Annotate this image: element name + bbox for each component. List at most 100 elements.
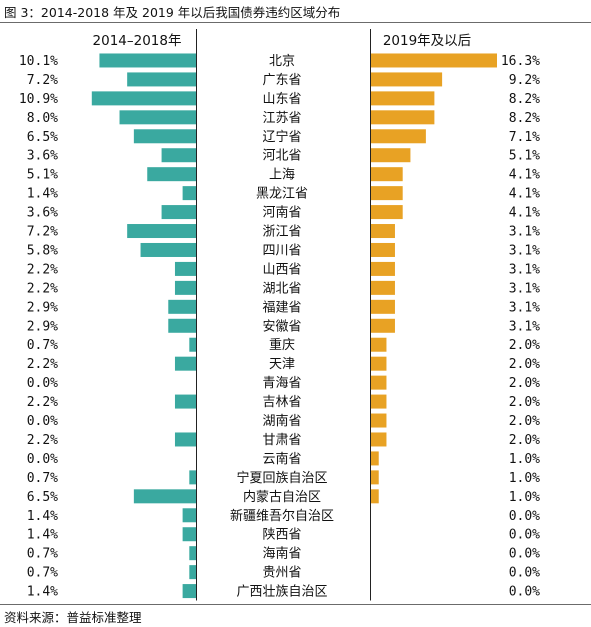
left-bar bbox=[189, 337, 196, 352]
right-bar bbox=[371, 470, 379, 485]
left-value-label: 6.5% bbox=[27, 130, 58, 145]
right-value-label: 1.0% bbox=[509, 490, 540, 505]
right-value-label: 8.2% bbox=[509, 111, 540, 126]
right-bar bbox=[371, 224, 395, 239]
right-value-label: 5.1% bbox=[509, 149, 540, 164]
right-bar bbox=[371, 148, 411, 163]
right-bar bbox=[371, 129, 426, 144]
category-label: 陕西省 bbox=[262, 528, 301, 543]
left-bar bbox=[119, 110, 196, 125]
left-value-label: 7.2% bbox=[27, 225, 58, 240]
right-bar bbox=[371, 53, 497, 68]
left-bar bbox=[161, 148, 196, 163]
left-value-label: 1.4% bbox=[27, 585, 58, 600]
right-value-label: 0.0% bbox=[509, 509, 540, 524]
right-value-label: 7.1% bbox=[509, 130, 540, 145]
category-label: 新疆维吾尔自治区 bbox=[230, 508, 334, 524]
left-value-label: 0.7% bbox=[27, 471, 58, 486]
left-bar bbox=[174, 280, 196, 295]
right-value-label: 4.1% bbox=[509, 206, 540, 221]
left-bar bbox=[182, 584, 196, 599]
right-value-label: 0.0% bbox=[509, 566, 540, 581]
right-bar bbox=[371, 167, 403, 182]
left-value-label: 0.7% bbox=[27, 566, 58, 581]
left-value-label: 1.4% bbox=[27, 187, 58, 202]
right-bar bbox=[371, 261, 395, 276]
right-value-label: 4.1% bbox=[509, 187, 540, 202]
right-value-label: 1.0% bbox=[509, 471, 540, 486]
right-bar bbox=[371, 451, 379, 466]
left-value-label: 10.1% bbox=[19, 54, 58, 69]
category-label: 河北省 bbox=[262, 149, 301, 164]
right-bar bbox=[371, 91, 435, 106]
left-bar bbox=[174, 394, 196, 409]
right-value-label: 3.1% bbox=[509, 281, 540, 296]
right-bar bbox=[371, 432, 387, 447]
right-value-label: 2.0% bbox=[509, 395, 540, 410]
left-value-label: 0.0% bbox=[27, 414, 58, 429]
right-value-label: 2.0% bbox=[509, 357, 540, 372]
right-value-label: 3.1% bbox=[509, 262, 540, 277]
right-value-label: 8.2% bbox=[509, 92, 540, 107]
right-value-label: 2.0% bbox=[509, 338, 540, 353]
figure-title: 图 3：2014-2018 年及 2019 年以后我国债券违约区域分布 bbox=[4, 5, 341, 20]
category-label: 河南省 bbox=[262, 205, 301, 221]
category-label: 重庆 bbox=[269, 337, 295, 353]
left-bar bbox=[174, 356, 196, 371]
right-bar bbox=[371, 375, 387, 390]
left-value-label: 2.2% bbox=[27, 262, 58, 277]
left-bar bbox=[127, 72, 196, 87]
left-bar bbox=[161, 205, 196, 220]
right-bar bbox=[371, 318, 395, 333]
right-value-label: 2.0% bbox=[509, 376, 540, 391]
left-value-label: 0.0% bbox=[27, 452, 58, 467]
left-value-label: 5.1% bbox=[27, 168, 58, 183]
right-bar bbox=[371, 413, 387, 428]
category-label: 内蒙古自治区 bbox=[243, 489, 321, 505]
category-label: 广东省 bbox=[262, 73, 301, 88]
left-bar bbox=[133, 129, 196, 144]
left-value-label: 0.7% bbox=[27, 547, 58, 562]
category-label: 天津 bbox=[269, 357, 295, 372]
right-value-label: 3.1% bbox=[509, 225, 540, 240]
left-value-label: 7.2% bbox=[27, 73, 58, 88]
right-bar bbox=[371, 356, 387, 371]
left-bar bbox=[182, 186, 196, 201]
right-value-label: 0.0% bbox=[509, 528, 540, 543]
category-label: 广西壮族自治区 bbox=[236, 584, 327, 600]
left-bar bbox=[182, 508, 196, 523]
category-label: 山东省 bbox=[262, 92, 301, 107]
left-value-label: 2.9% bbox=[27, 300, 58, 315]
left-bar bbox=[127, 224, 196, 239]
left-bar bbox=[168, 299, 196, 314]
category-label: 北京 bbox=[269, 54, 295, 69]
category-label: 青海省 bbox=[262, 376, 301, 391]
right-bar bbox=[371, 72, 443, 87]
left-bar bbox=[189, 470, 196, 485]
left-value-label: 8.0% bbox=[27, 111, 58, 126]
left-bar bbox=[174, 432, 196, 447]
category-label: 浙江省 bbox=[262, 225, 301, 240]
left-value-label: 2.2% bbox=[27, 281, 58, 296]
left-value-label: 2.2% bbox=[27, 395, 58, 410]
category-label: 湖南省 bbox=[262, 413, 301, 429]
right-value-label: 3.1% bbox=[509, 319, 540, 334]
right-bar bbox=[371, 242, 395, 257]
category-label: 上海 bbox=[269, 168, 295, 183]
category-label: 山西省 bbox=[262, 262, 301, 277]
right-value-label: 1.0% bbox=[509, 452, 540, 467]
left-value-label: 3.6% bbox=[27, 206, 58, 221]
left-value-label: 6.5% bbox=[27, 490, 58, 505]
category-label: 安徽省 bbox=[262, 319, 301, 334]
right-bar bbox=[371, 337, 387, 352]
right-value-label: 2.0% bbox=[509, 433, 540, 448]
left-value-label: 0.0% bbox=[27, 376, 58, 391]
right-bar bbox=[371, 394, 387, 409]
category-label: 辽宁省 bbox=[262, 129, 301, 145]
left-value-label: 3.6% bbox=[27, 149, 58, 164]
right-bar bbox=[371, 299, 395, 314]
category-label: 吉林省 bbox=[262, 395, 301, 410]
left-value-label: 2.2% bbox=[27, 433, 58, 448]
right-value-label: 16.3% bbox=[501, 54, 540, 69]
left-bar bbox=[133, 489, 196, 504]
